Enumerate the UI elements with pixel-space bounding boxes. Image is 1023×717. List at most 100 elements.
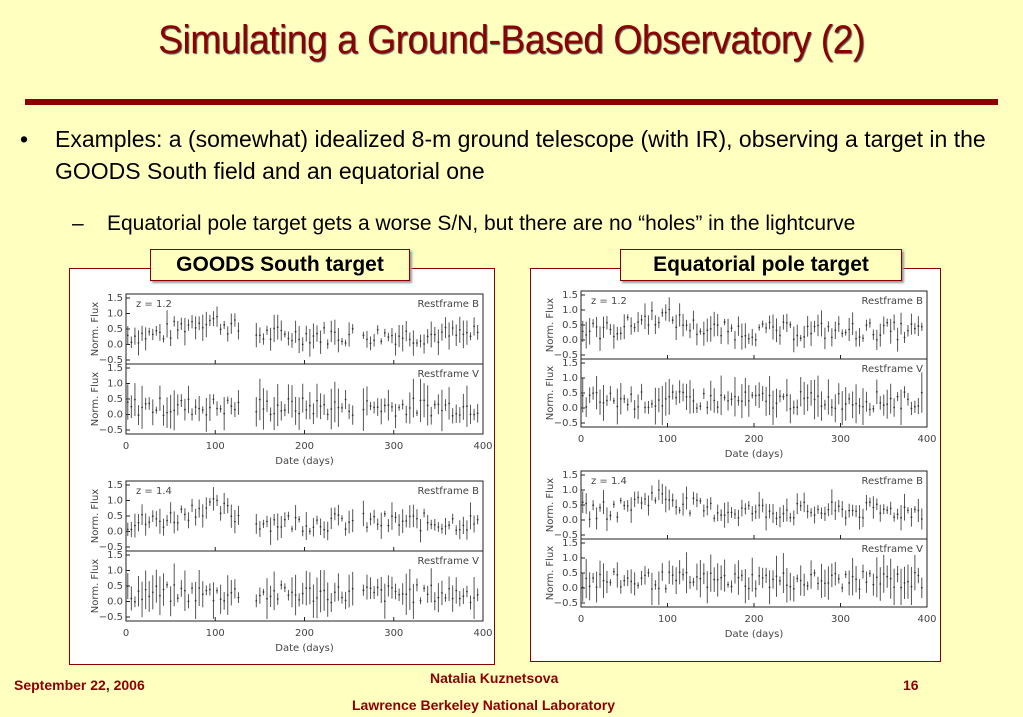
- data-point: [599, 401, 601, 404]
- data-point: [230, 591, 233, 594]
- data-point: [291, 591, 293, 594]
- data-point: [640, 391, 643, 393]
- data-point: [316, 519, 318, 522]
- data-point: [262, 338, 265, 340]
- data-point: [754, 394, 757, 397]
- data-point: [426, 404, 429, 407]
- data-point: [398, 593, 401, 596]
- data-point: [455, 412, 458, 415]
- data-point: [276, 598, 279, 600]
- data-point: [699, 577, 702, 580]
- data-point: [581, 501, 584, 504]
- data-point: [258, 398, 261, 401]
- y-tick-label: 0.0: [562, 335, 578, 346]
- data-point: [841, 332, 844, 335]
- data-point: [630, 509, 633, 512]
- data-point: [419, 340, 422, 342]
- y-tick-label: −0.5: [99, 612, 123, 623]
- data-point: [626, 316, 629, 319]
- data-point: [785, 321, 788, 324]
- data-point: [148, 521, 151, 524]
- data-point: [176, 404, 179, 406]
- data-point: [789, 323, 792, 326]
- data-point: [754, 338, 757, 341]
- data-point: [337, 406, 340, 409]
- y-axis-label: Norm. Flux: [90, 372, 101, 427]
- data-point: [682, 503, 684, 506]
- data-point: [792, 587, 795, 590]
- data-point: [198, 322, 201, 325]
- data-point: [588, 585, 591, 588]
- y-tick-label: 1.0: [562, 373, 578, 384]
- redshift-label: z = 1.4: [136, 486, 172, 497]
- data-point: [706, 506, 709, 508]
- data-point: [366, 526, 368, 529]
- data-point: [287, 337, 290, 340]
- data-point: [716, 324, 719, 327]
- data-point: [194, 516, 197, 519]
- data-point: [913, 508, 916, 511]
- data-point: [319, 590, 322, 593]
- data-point: [841, 408, 844, 410]
- data-point: [879, 334, 882, 336]
- data-point: [727, 330, 729, 333]
- data-point: [706, 329, 709, 332]
- data-point: [761, 577, 764, 579]
- data-point: [827, 508, 830, 511]
- data-point: [137, 521, 140, 524]
- data-point: [668, 395, 671, 398]
- data-point: [616, 405, 619, 408]
- data-point: [879, 583, 882, 585]
- bullet-1-text: Examples: a (somewhat) idealized 8-m gro…: [55, 126, 986, 184]
- data-point: [858, 516, 861, 519]
- data-point: [262, 591, 265, 593]
- data-point: [469, 413, 472, 416]
- data-point: [668, 571, 671, 574]
- y-tick-label: −0.5: [554, 530, 578, 541]
- data-point: [768, 394, 771, 397]
- y-tick-label: 1.0: [562, 485, 578, 496]
- data-point: [907, 509, 909, 512]
- data-point: [682, 573, 684, 576]
- data-point: [907, 398, 909, 401]
- data-point: [609, 581, 612, 584]
- data-point: [699, 499, 702, 502]
- data-point: [623, 325, 626, 328]
- data-point: [344, 398, 347, 401]
- data-point: [657, 399, 660, 401]
- data-point: [433, 333, 436, 336]
- data-point: [212, 398, 215, 401]
- x-axis-label: Date (days): [725, 629, 784, 640]
- data-point: [230, 515, 233, 518]
- y-tick-label: −0.5: [99, 355, 123, 366]
- data-point: [155, 517, 158, 520]
- data-point: [387, 404, 390, 407]
- data-point: [294, 594, 297, 596]
- data-point: [685, 571, 688, 574]
- data-point: [269, 530, 272, 533]
- data-point: [466, 331, 468, 334]
- data-point: [879, 401, 882, 404]
- data-point: [744, 507, 747, 510]
- data-point: [237, 514, 240, 517]
- restframe-label: Restframe V: [862, 544, 924, 555]
- data-point: [810, 391, 812, 394]
- data-point: [886, 575, 889, 578]
- data-point: [458, 528, 461, 531]
- data-point: [337, 514, 340, 516]
- data-point: [779, 334, 781, 337]
- data-point: [696, 576, 698, 578]
- restframe-label: Restframe B: [862, 296, 924, 307]
- data-point: [900, 516, 902, 519]
- data-point: [473, 413, 475, 416]
- data-point: [730, 511, 733, 514]
- title-rule: [25, 99, 998, 105]
- data-point: [744, 391, 747, 393]
- data-point: [830, 406, 833, 409]
- data-point: [734, 572, 736, 575]
- data-point: [644, 406, 646, 409]
- data-point: [237, 596, 240, 599]
- data-point: [226, 399, 229, 402]
- data-point: [412, 397, 415, 400]
- data-point: [383, 331, 386, 334]
